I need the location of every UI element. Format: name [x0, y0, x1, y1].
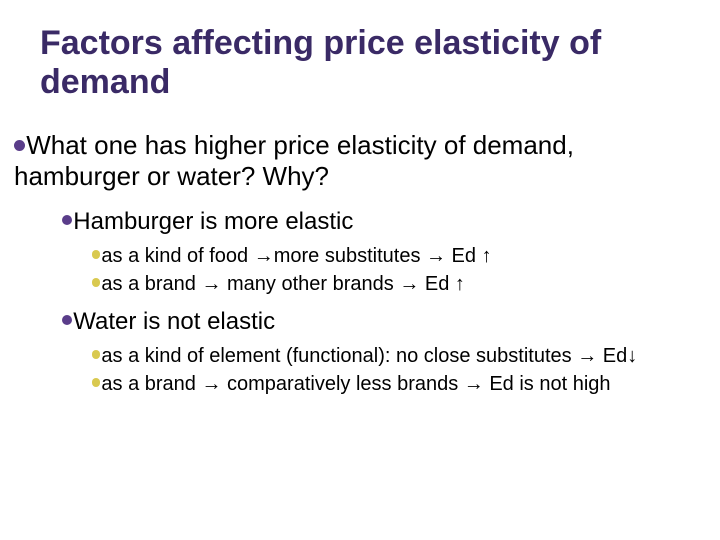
bullet-dot-icon: [62, 315, 72, 325]
level3-text: as a brand → many other brands → Ed ↑: [101, 273, 465, 295]
level2-bullet: Hamburger is more elastic: [62, 207, 700, 237]
level2-text: Hamburger is more elastic: [73, 208, 353, 235]
level2-text: Water is not elastic: [73, 308, 275, 335]
group-water: Water is not elastic as a kind of elemen…: [40, 307, 700, 397]
level3-bullet: as a brand → many other brands → Ed ↑: [92, 271, 700, 297]
level1-bullet: What one has higher price elasticity of …: [14, 130, 700, 192]
level3-text: as a kind of element (functional): no cl…: [101, 345, 637, 367]
level3-bullet: as a brand → comparatively less brands →…: [92, 371, 700, 397]
bullet-dot-icon: [92, 250, 100, 258]
level3-text: as a kind of food →more substitutes → Ed…: [101, 245, 491, 267]
level2-bullet: Water is not elastic: [62, 307, 700, 337]
bullet-dot-icon: [14, 140, 25, 151]
bullet-dot-icon: [62, 215, 72, 225]
slide-title: Factors affecting price elasticity of de…: [40, 24, 700, 102]
level3-bullet: as a kind of food →more substitutes → Ed…: [92, 243, 700, 269]
bullet-dot-icon: [92, 278, 100, 286]
bullet-dot-icon: [92, 350, 100, 358]
level3-text: as a brand → comparatively less brands →…: [101, 373, 610, 395]
level1-text: What one has higher price elasticity of …: [14, 130, 574, 191]
group-hamburger: Hamburger is more elastic as a kind of f…: [40, 207, 700, 297]
level3-bullet: as a kind of element (functional): no cl…: [92, 343, 700, 369]
bullet-dot-icon: [92, 378, 100, 386]
